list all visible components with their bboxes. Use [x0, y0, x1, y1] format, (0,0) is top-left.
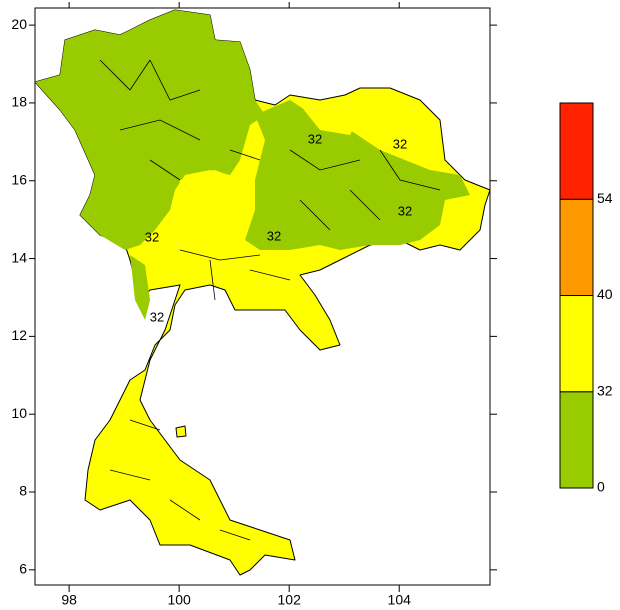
y-tick-label: 10 — [11, 405, 27, 421]
y-tick-label: 6 — [19, 561, 27, 577]
colorbar-label: 0 — [597, 479, 605, 495]
colorbar-bin — [559, 391, 594, 489]
colorbar-label: 54 — [597, 190, 613, 206]
colorbar-bin — [559, 198, 594, 296]
contour-label: 32 — [398, 203, 412, 218]
land-yellow-patch — [175, 170, 255, 240]
y-tick-label: 14 — [11, 249, 27, 265]
island — [175, 425, 187, 438]
contour-label: 32 — [145, 229, 159, 244]
colorbar-bin — [559, 102, 594, 200]
x-tick-label: 98 — [61, 592, 77, 608]
y-tick-label: 20 — [11, 16, 27, 32]
y-tick-label: 18 — [11, 94, 27, 110]
contour-label: 32 — [267, 228, 281, 243]
x-tick-label: 100 — [167, 592, 191, 608]
land-green-west — [130, 255, 150, 320]
colorbar-label: 32 — [597, 382, 613, 398]
contour-label: 32 — [393, 136, 407, 151]
land-green-north — [35, 10, 265, 250]
contour-label: 32 — [150, 309, 164, 324]
colorbar-bin — [559, 295, 594, 393]
y-tick-label: 12 — [11, 327, 27, 343]
colorbar-label: 40 — [597, 286, 613, 302]
x-tick-label: 102 — [278, 592, 302, 608]
province-borders — [99, 59, 441, 541]
land-yellow-patch — [300, 100, 360, 135]
y-tick-label: 8 — [19, 483, 27, 499]
contour-label: 32 — [308, 131, 322, 146]
y-tick-label: 16 — [11, 171, 27, 187]
x-tick-label: 104 — [388, 592, 412, 608]
land-green-northeast — [245, 100, 470, 250]
